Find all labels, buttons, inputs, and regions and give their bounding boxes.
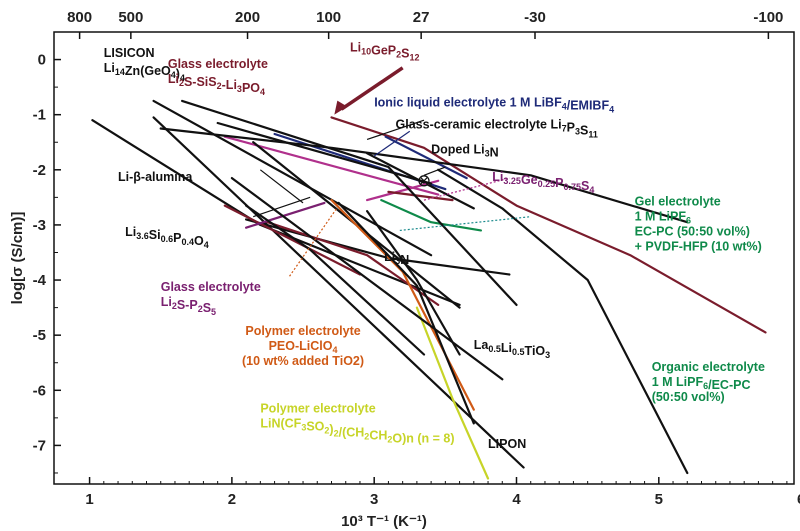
series-line-1 bbox=[384, 135, 468, 180]
label-lisicon-line-1: Li14Zn(GeO4)4 bbox=[104, 61, 185, 83]
axes: 1 2 3 4 5 6 0 -1 -2 -3 -4 -5 -6 -7 800 500 200 100 27 -30 -1… bbox=[9, 9, 800, 530]
top-tick-label: 800 bbox=[67, 9, 92, 26]
top-tick-label: 500 bbox=[118, 9, 143, 26]
label-lgps-line-0: Li10GeP2S12 bbox=[350, 40, 420, 62]
leader-line-4 bbox=[288, 205, 340, 278]
top-tick-label: 27 bbox=[413, 9, 430, 26]
leader-line-0 bbox=[399, 216, 531, 232]
label-organic-line-1: 1 M LiPF6/EC-PC bbox=[652, 375, 751, 392]
x-tick-label: 1 bbox=[85, 491, 93, 508]
series-line-13 bbox=[159, 127, 689, 224]
label-ionic-line-0: Ionic liquid electrolyte 1 M LiBF4/EMIBF… bbox=[374, 95, 614, 114]
y-tick-label: -7 bbox=[33, 437, 46, 454]
label-gel-line-0: Gel electrolyte bbox=[635, 195, 721, 209]
y-tick-label: -3 bbox=[33, 217, 46, 234]
y-tick-label: -1 bbox=[33, 107, 46, 124]
series-line-22 bbox=[337, 201, 475, 425]
series-line-18 bbox=[223, 204, 362, 276]
plot-frame bbox=[53, 31, 795, 485]
series-line-9 bbox=[152, 99, 433, 257]
series-line-24 bbox=[366, 210, 461, 356]
leader-line-3 bbox=[259, 169, 304, 204]
label-lisicon-line-0: LISICON bbox=[104, 46, 155, 60]
label-polymer1-line-0: Polymer electrolyte bbox=[245, 324, 360, 338]
arrow-shaft bbox=[340, 66, 404, 111]
series-line-7 bbox=[223, 135, 440, 196]
series-line-5 bbox=[380, 199, 482, 232]
series-line-16 bbox=[152, 116, 525, 469]
label-dopedli3n-line-0: Doped Li3N bbox=[431, 142, 499, 159]
label-glass2-line-0: Glass electrolyte bbox=[161, 280, 261, 294]
top-tick-label: -100 bbox=[753, 9, 783, 26]
label-betaalumina-line-0: Li-β-alumina bbox=[118, 170, 193, 184]
label-gel-line-2: EC-PC (50:50 vol%) bbox=[635, 225, 750, 239]
series-line-25 bbox=[230, 177, 504, 381]
series-line-15 bbox=[181, 99, 518, 306]
label-lisipo-line-0: Li3.6Si0.6P0.4O4 bbox=[125, 225, 209, 250]
label-glass1-line-0: Glass electrolyte bbox=[168, 57, 268, 71]
label-glassceramic-line-0: Glass-ceramic electrolyte Li7P3S11 bbox=[396, 117, 598, 139]
label-llto-line-0: La0.5Li0.5TiO3 bbox=[474, 338, 550, 360]
series-group bbox=[91, 99, 767, 480]
x-tick-label: 6 bbox=[797, 491, 800, 508]
y-tick-label: -5 bbox=[33, 327, 46, 344]
leader-line-1 bbox=[423, 177, 510, 201]
y-tick-label: -2 bbox=[33, 162, 46, 179]
leader-line-5 bbox=[423, 166, 446, 176]
series-line-8 bbox=[387, 190, 454, 202]
x-tick-label: 4 bbox=[512, 491, 521, 508]
top-tick-label: 100 bbox=[316, 9, 341, 26]
top-tick-label: -30 bbox=[524, 9, 546, 26]
leader-line-7 bbox=[366, 119, 425, 141]
series-line-4 bbox=[437, 168, 689, 475]
label-glass1-line-1: Li2S-SiS2-Li3PO4 bbox=[168, 72, 265, 97]
leader-line-6 bbox=[373, 130, 411, 157]
y-axis-title: log[σ (S/cm)] bbox=[9, 212, 26, 305]
series-line-0 bbox=[330, 116, 767, 334]
y-tick-label: -4 bbox=[33, 272, 47, 289]
series-line-23 bbox=[415, 306, 490, 480]
label-lipon-line-0: LIPON bbox=[488, 437, 526, 451]
label-gel-line-3: + PVDF-HFP (10 wt%) bbox=[635, 240, 762, 254]
series-line-17 bbox=[266, 221, 440, 306]
y-tick-label: -6 bbox=[33, 382, 46, 399]
label-polymer2-line-0: Polymer electrolyte bbox=[260, 401, 375, 415]
label-li3n-line-0: Li3N bbox=[384, 250, 409, 267]
series-line-20 bbox=[245, 204, 426, 356]
x-tick-label: 2 bbox=[228, 491, 236, 508]
y-tick-label: 0 bbox=[38, 52, 46, 69]
label-polymer2-line-1: LiN(CF3SO2)2/(CH2CH2O)n (n = 8) bbox=[260, 416, 454, 445]
series-line-19 bbox=[245, 201, 326, 229]
pointer-lines bbox=[253, 66, 531, 278]
doped-li3n-marker-x bbox=[420, 177, 428, 185]
label-gel-line-1: 1 M LiPF6 bbox=[635, 210, 691, 226]
label-organic-line-2: (50:50 vol%) bbox=[652, 390, 725, 404]
arrow-head bbox=[334, 100, 348, 115]
label-ligeps-line-0: Li3.25Ge0.25P0.75S4 bbox=[492, 170, 594, 195]
x-tick-label: 3 bbox=[370, 491, 378, 508]
x-axis-title: 10³ T⁻¹ (K⁻¹) bbox=[341, 513, 427, 530]
doped-li3n-marker bbox=[418, 175, 430, 187]
label-glass2-line-1: Li2S-P2S5 bbox=[161, 295, 216, 317]
top-tick-label: 200 bbox=[235, 9, 260, 26]
label-polymer1-line-2: (10 wt% added TiO2) bbox=[242, 354, 364, 368]
label-organic-line-0: Organic electrolyte bbox=[652, 360, 765, 374]
x-tick-label: 5 bbox=[655, 491, 663, 508]
label-polymer1-line-1: PEO-LiClO4 bbox=[269, 339, 338, 355]
